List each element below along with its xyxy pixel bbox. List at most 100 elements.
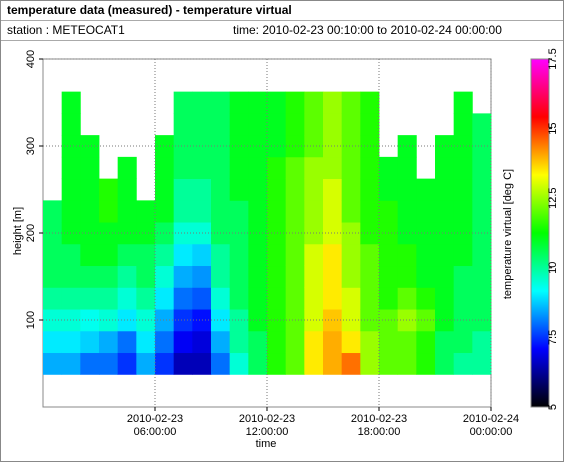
heat-cell (341, 91, 361, 114)
heat-cell (435, 265, 455, 288)
heat-cell (360, 287, 380, 310)
heat-cell (155, 287, 175, 310)
colorbar-label: temperature virtual [deg C] (502, 169, 514, 299)
heat-cell (248, 222, 268, 245)
heat-cell (192, 243, 212, 267)
heat-cell (173, 156, 193, 180)
heat-cell (136, 243, 156, 267)
heat-cell (472, 287, 492, 310)
heat-cell (379, 156, 399, 180)
heat-cell (472, 178, 492, 201)
heat-cell (155, 330, 175, 354)
heat-cell (285, 156, 305, 180)
heat-cell (173, 178, 193, 201)
heat-cell (211, 156, 231, 180)
heat-cell (155, 243, 175, 267)
heat-cell (192, 91, 212, 114)
heat-cell (192, 352, 212, 375)
heat-cell (379, 178, 399, 201)
heat-cell (136, 287, 156, 310)
y-tick-label: 200 (25, 224, 37, 242)
heat-cell (472, 352, 492, 375)
heat-cell (173, 200, 193, 223)
heat-cell (117, 156, 137, 180)
heat-cell (99, 265, 119, 288)
heat-cell (323, 309, 343, 332)
heat-cell (285, 352, 305, 375)
heat-cell (192, 287, 212, 310)
heat-cell (379, 287, 399, 310)
heat-cell (117, 330, 137, 354)
heat-cell (61, 265, 81, 288)
heat-cell (155, 178, 175, 201)
heat-cell (173, 222, 193, 245)
heat-cell (304, 178, 324, 201)
heat-cell (379, 200, 399, 223)
heat-cell (285, 178, 305, 201)
colorbar-tick-label: 5 (547, 404, 559, 410)
heat-cell (248, 113, 268, 136)
heat-cell (360, 91, 380, 114)
heat-cell (323, 113, 343, 136)
heat-cell (173, 135, 193, 158)
heat-cell (379, 265, 399, 288)
heat-cell (472, 330, 492, 354)
heat-cell (285, 287, 305, 310)
heat-cell (61, 330, 81, 354)
heat-cell (323, 265, 343, 288)
heat-cell (173, 287, 193, 310)
heat-cell (229, 156, 249, 180)
heat-cell (211, 243, 231, 267)
heat-cell (80, 135, 100, 158)
heat-cell (99, 178, 119, 201)
heat-cell (472, 156, 492, 180)
heat-cell (416, 265, 436, 288)
heat-cell (43, 287, 63, 310)
heat-cell (192, 113, 212, 136)
heat-cell (99, 352, 119, 375)
heat-cell (99, 200, 119, 223)
info-bar: station : METEOCAT1 time: 2010-02-23 00:… (1, 21, 563, 41)
heat-cell (397, 135, 417, 158)
heat-cell (117, 287, 137, 310)
heat-cell (267, 330, 287, 354)
heat-cell (80, 200, 100, 223)
heat-cell (155, 309, 175, 332)
heat-cell (323, 287, 343, 310)
heat-cell (267, 243, 287, 267)
heat-cell (61, 135, 81, 158)
heat-cell (99, 330, 119, 354)
heat-cell (155, 200, 175, 223)
heat-cell (43, 243, 63, 267)
heat-cell (435, 243, 455, 267)
heat-cell (155, 265, 175, 288)
heat-cell (248, 200, 268, 223)
y-axis-label: height [m] (12, 207, 24, 255)
heat-cell (192, 135, 212, 158)
heat-cell (416, 287, 436, 310)
heat-cell (211, 113, 231, 136)
heat-cell (397, 330, 417, 354)
heat-cell (248, 91, 268, 114)
heat-cell (397, 352, 417, 375)
heat-cell (173, 309, 193, 332)
heat-cell (61, 222, 81, 245)
heat-cell (267, 265, 287, 288)
heat-cell (397, 178, 417, 201)
colorbar-tick-label: 17.5 (547, 48, 559, 69)
heat-cell (173, 265, 193, 288)
heat-cell (379, 243, 399, 267)
heat-cell (248, 309, 268, 332)
heat-cell (211, 265, 231, 288)
heat-cell (435, 200, 455, 223)
heat-cell (304, 91, 324, 114)
heat-cell (285, 243, 305, 267)
heat-cell (341, 178, 361, 201)
heat-cell (192, 222, 212, 245)
heat-cell (61, 309, 81, 332)
heat-cell (435, 135, 455, 158)
heat-cell (248, 352, 268, 375)
heat-cell (379, 352, 399, 375)
heat-cell (173, 91, 193, 114)
